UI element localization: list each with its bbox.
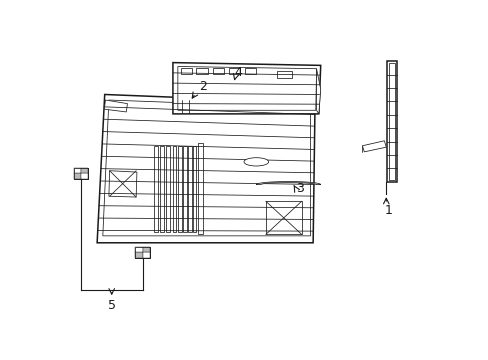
Polygon shape <box>212 68 224 74</box>
Polygon shape <box>316 69 320 114</box>
Polygon shape <box>180 68 191 74</box>
Polygon shape <box>81 168 87 174</box>
Polygon shape <box>135 247 142 252</box>
Ellipse shape <box>244 158 268 166</box>
Polygon shape <box>386 61 396 182</box>
Polygon shape <box>74 168 87 179</box>
Polygon shape <box>135 252 142 258</box>
Polygon shape <box>74 174 81 179</box>
Polygon shape <box>154 146 158 232</box>
Polygon shape <box>142 247 150 252</box>
Polygon shape <box>277 71 292 78</box>
Polygon shape <box>196 68 207 74</box>
Polygon shape <box>109 171 137 197</box>
Text: 1: 1 <box>384 204 392 217</box>
Polygon shape <box>178 146 181 232</box>
Text: 4: 4 <box>234 66 242 79</box>
Polygon shape <box>188 146 191 232</box>
Polygon shape <box>172 146 176 232</box>
Polygon shape <box>160 146 164 232</box>
Polygon shape <box>183 146 186 232</box>
Text: 3: 3 <box>296 182 304 195</box>
Polygon shape <box>265 201 301 234</box>
Polygon shape <box>166 146 170 232</box>
Polygon shape <box>198 143 203 234</box>
Text: 2: 2 <box>199 80 207 93</box>
Polygon shape <box>104 100 127 112</box>
Polygon shape <box>192 146 196 232</box>
Polygon shape <box>74 168 81 174</box>
Polygon shape <box>81 174 87 179</box>
Polygon shape <box>142 252 150 258</box>
Polygon shape <box>244 68 255 74</box>
Polygon shape <box>135 247 150 258</box>
Polygon shape <box>228 68 240 74</box>
Polygon shape <box>256 181 320 185</box>
Polygon shape <box>97 94 314 243</box>
Polygon shape <box>362 141 386 152</box>
Polygon shape <box>173 63 320 114</box>
Text: 5: 5 <box>107 299 116 312</box>
